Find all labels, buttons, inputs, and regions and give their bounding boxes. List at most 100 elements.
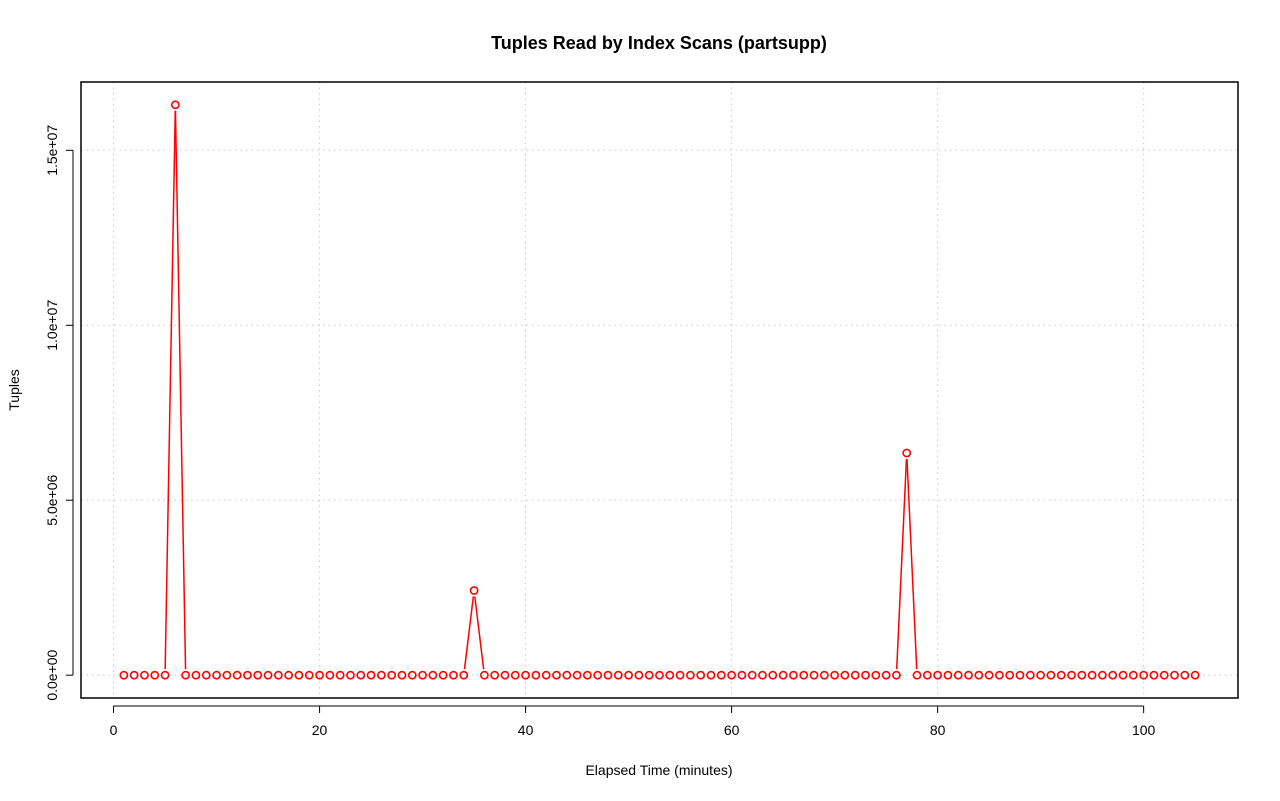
data-point xyxy=(1046,670,1056,680)
data-point xyxy=(624,670,633,680)
grid xyxy=(81,82,1238,698)
data-point xyxy=(1118,670,1128,680)
data-point xyxy=(850,670,860,680)
data-point xyxy=(191,670,201,680)
data-point xyxy=(582,670,592,680)
data-point xyxy=(521,670,530,680)
x-axis: 0 20 40 60 80 100 xyxy=(110,705,1156,738)
data-point xyxy=(1056,670,1066,680)
series-layer xyxy=(119,100,1200,680)
y-tick-label: 1.5e+07 xyxy=(44,125,60,176)
data-point xyxy=(747,670,757,680)
data-point xyxy=(376,670,386,680)
y-tick-label: 0.0e+00 xyxy=(44,649,60,700)
data-point xyxy=(1015,670,1025,680)
data-point xyxy=(984,670,994,680)
data-point xyxy=(603,670,613,680)
data-point xyxy=(1087,670,1097,680)
data-point xyxy=(892,670,901,680)
data-point xyxy=(974,670,984,680)
data-point xyxy=(335,670,345,680)
data-point xyxy=(541,670,551,680)
data-point xyxy=(1128,670,1138,680)
data-point xyxy=(840,670,850,680)
data-point xyxy=(222,670,232,680)
data-point xyxy=(912,670,922,680)
data-point xyxy=(830,670,840,680)
data-point xyxy=(644,670,654,680)
x-tick-label: 0 xyxy=(110,722,118,738)
data-point xyxy=(510,670,520,680)
data-point xyxy=(449,670,458,680)
y-tick-label: 5.0e+06 xyxy=(44,475,60,526)
data-point xyxy=(634,670,644,680)
data-point xyxy=(119,670,129,680)
data-point xyxy=(273,670,283,680)
data-point xyxy=(428,670,438,680)
data-point xyxy=(284,670,294,680)
data-point xyxy=(1098,670,1107,680)
data-point xyxy=(418,670,427,680)
data-point xyxy=(397,670,407,680)
series-segment xyxy=(463,596,475,670)
data-point xyxy=(686,670,695,680)
data-point xyxy=(572,670,582,680)
x-tick-label: 40 xyxy=(518,722,534,738)
data-point xyxy=(459,670,469,680)
data-point xyxy=(768,670,778,680)
data-point xyxy=(325,670,335,680)
data-point xyxy=(727,670,737,680)
data-point xyxy=(665,670,675,680)
data-point xyxy=(1170,670,1179,680)
data-point xyxy=(1036,670,1046,680)
data-point xyxy=(356,670,366,680)
data-point xyxy=(778,670,788,680)
series-segment xyxy=(174,110,187,670)
x-tick-label: 60 xyxy=(724,722,740,738)
data-point xyxy=(490,670,500,680)
data-point xyxy=(953,670,963,680)
data-point xyxy=(655,670,664,680)
data-point xyxy=(160,670,170,680)
data-point xyxy=(964,670,973,680)
data-point xyxy=(758,670,767,680)
data-point xyxy=(531,670,541,680)
data-point xyxy=(479,670,489,680)
data-point xyxy=(789,670,798,680)
data-point xyxy=(1190,670,1200,680)
data-point xyxy=(562,670,572,680)
data-point xyxy=(500,670,510,680)
data-point xyxy=(881,670,891,680)
data-point xyxy=(150,670,160,680)
series-segment xyxy=(474,596,485,670)
data-point xyxy=(943,670,953,680)
data-point xyxy=(1108,670,1118,680)
data-point xyxy=(809,670,819,680)
data-point xyxy=(1180,670,1190,680)
data-point xyxy=(129,670,139,680)
data-point xyxy=(902,448,912,458)
data-point xyxy=(799,670,809,680)
data-point xyxy=(366,670,376,680)
data-point xyxy=(201,670,211,680)
plot-frame xyxy=(80,81,1239,699)
data-point xyxy=(387,670,397,680)
data-point xyxy=(1149,670,1159,680)
data-point xyxy=(407,670,417,680)
data-point xyxy=(819,670,829,680)
data-point xyxy=(737,670,747,680)
data-point xyxy=(716,670,726,680)
y-tick-label: 1.0e+07 xyxy=(44,300,60,351)
data-point xyxy=(706,670,716,680)
series-segment xyxy=(895,458,908,670)
data-point xyxy=(170,100,180,110)
data-point xyxy=(922,670,932,680)
data-point xyxy=(212,670,221,680)
data-point xyxy=(1159,670,1169,680)
y-axis-label: Tuples xyxy=(6,369,22,411)
data-point xyxy=(1005,670,1015,680)
data-point xyxy=(675,670,685,680)
data-point xyxy=(871,670,881,680)
data-point xyxy=(253,670,263,680)
